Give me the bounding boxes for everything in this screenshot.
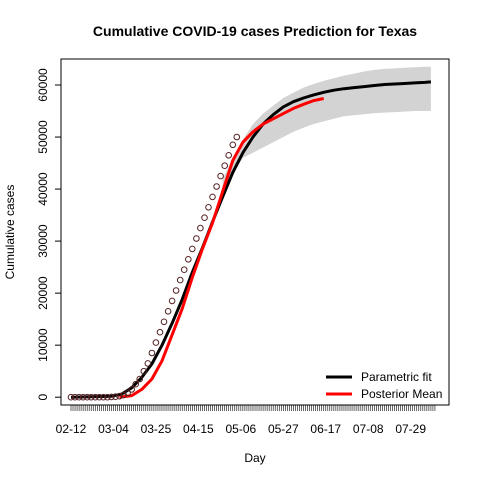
observed-point <box>168 297 176 305</box>
observed-point <box>100 393 107 401</box>
observed-point <box>185 256 192 263</box>
legend: Parametric fit Posterior Mean <box>326 370 442 401</box>
observed-point <box>124 389 131 397</box>
x-tick-label: 02-12 <box>56 422 87 436</box>
observed-point <box>92 393 99 401</box>
x-axis-title: Day <box>244 451 265 465</box>
x-tick-label: 04-15 <box>183 422 214 436</box>
y-tick-label: 30000 <box>36 224 50 258</box>
observed-point <box>152 339 160 346</box>
observed-point <box>172 287 180 294</box>
observed-point <box>180 266 188 274</box>
y-tick-label: 0 <box>36 394 50 401</box>
observed-point <box>148 349 156 357</box>
y-tick-label: 40000 <box>36 172 50 206</box>
observed-point <box>197 224 204 232</box>
x-tick-label: 05-27 <box>268 422 299 436</box>
observed-point <box>205 204 212 211</box>
observed-point <box>233 133 241 141</box>
observed-point <box>221 162 228 169</box>
x-tick-label: 07-29 <box>395 422 426 436</box>
observed-point <box>128 386 135 393</box>
observed-point <box>225 152 232 159</box>
observed-point <box>217 172 224 180</box>
y-tick-label: 50000 <box>36 120 50 154</box>
observed-point <box>209 193 216 201</box>
x-tick-label: 06-17 <box>310 422 341 436</box>
observed-point <box>67 393 75 401</box>
observed-point <box>83 393 91 401</box>
credible-band-area <box>222 66 431 200</box>
x-tick-label: 03-25 <box>141 422 172 436</box>
observed-point <box>193 235 200 242</box>
y-axis-title: Cumulative cases <box>3 185 17 280</box>
x-axis: 02-12 03-04 03-25 04-15 05-06 05-27 06-17 07-08… <box>56 405 436 436</box>
observed-point <box>229 141 237 149</box>
chart-title: Cumulative COVID-19 cases Prediction for… <box>93 23 417 39</box>
observed-point <box>96 393 103 401</box>
observed-point <box>144 360 152 367</box>
x-tick-label: 07-08 <box>353 422 384 436</box>
y-tick-label: 20000 <box>36 276 50 310</box>
legend-label: Parametric fit <box>361 370 432 384</box>
parametric-fit-line <box>70 80 432 399</box>
observed-point <box>164 308 172 315</box>
observed-point <box>140 367 148 375</box>
series-lines <box>70 80 432 399</box>
observed-point <box>79 393 87 401</box>
y-axis: 0 10000 20000 30000 40000 50000 60000 <box>36 68 61 401</box>
observed-point <box>108 393 115 401</box>
y-tick-label: 10000 <box>36 328 50 362</box>
credible-band <box>222 66 431 200</box>
observed-point <box>87 393 95 401</box>
observed-point <box>189 245 196 253</box>
observed-point <box>75 393 83 401</box>
observed-point <box>71 393 79 401</box>
observed-point <box>176 276 184 284</box>
legend-label: Posterior Mean <box>361 387 442 401</box>
observed-points <box>67 133 241 401</box>
posterior-mean-line <box>119 97 325 399</box>
observed-point <box>104 393 111 401</box>
observed-point <box>201 214 208 221</box>
observed-point <box>116 392 123 400</box>
observed-point <box>160 318 168 326</box>
observed-point <box>136 375 143 383</box>
observed-point <box>132 380 139 388</box>
x-tick-label: 03-04 <box>98 422 129 436</box>
y-tick-label: 60000 <box>36 68 50 102</box>
observed-point <box>112 393 119 401</box>
observed-point <box>213 183 220 190</box>
observed-point <box>156 328 164 336</box>
x-tick-label: 05-06 <box>225 422 256 436</box>
